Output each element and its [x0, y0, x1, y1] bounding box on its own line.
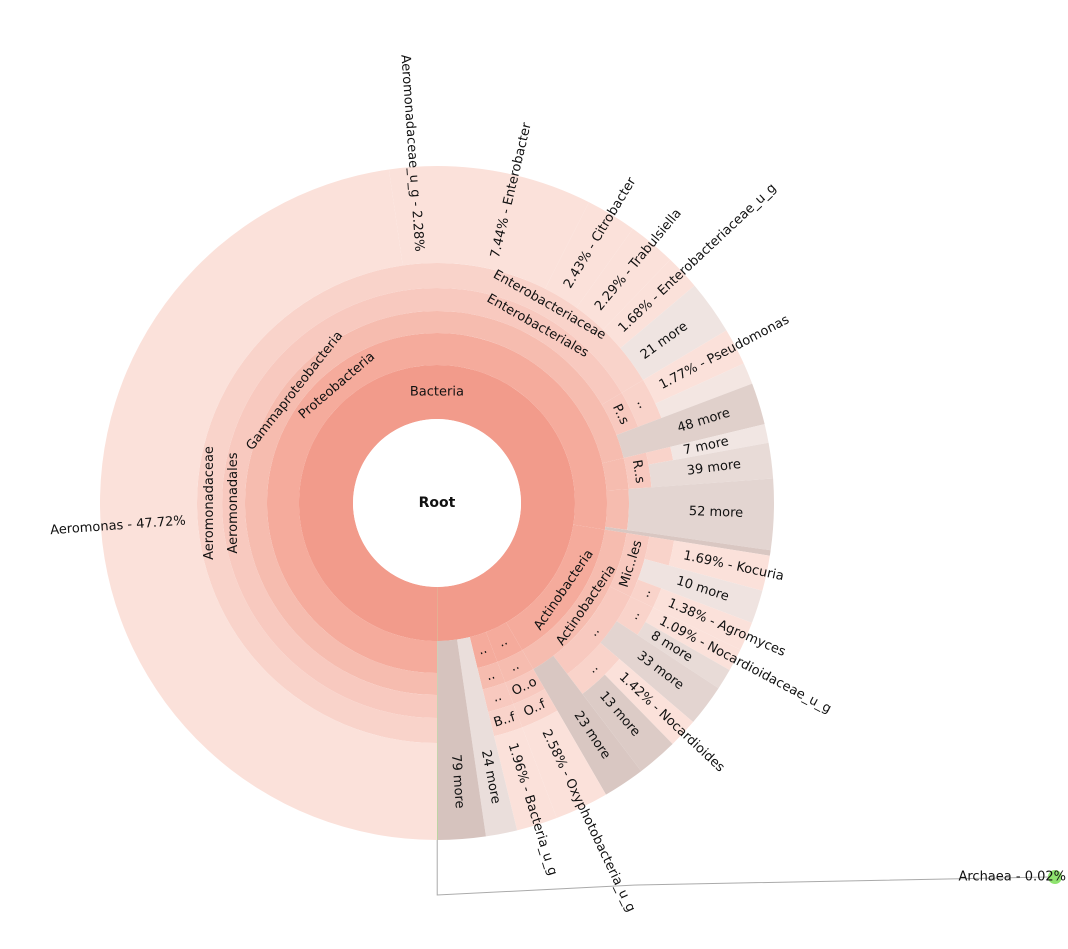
leaf-arc: [655, 363, 753, 419]
node-label: B..f: [492, 710, 518, 731]
leaf-arc: [437, 639, 486, 840]
leaf-arc: [616, 383, 765, 459]
node-arc: [621, 380, 662, 427]
node-arc: [522, 529, 627, 670]
node-arc: [630, 579, 662, 608]
node-arc: [437, 263, 644, 393]
leaf-arc: [648, 442, 774, 488]
leaf-arc: [603, 259, 695, 349]
leaf-arc: [643, 330, 744, 404]
node-arc: [567, 642, 620, 694]
leaf-arc: [533, 655, 642, 795]
leaf-arc: [637, 622, 730, 689]
leaf-arc: [600, 621, 719, 723]
leaf-arc: [494, 727, 557, 831]
leaf-arc: [645, 607, 741, 671]
leaf-arc: [653, 588, 752, 650]
node-label: Aeromonadaceae: [202, 446, 217, 560]
node-arc: [646, 446, 674, 465]
leaf-arc: [99, 169, 437, 840]
node-arc: [601, 392, 639, 436]
leaf-arc: [604, 526, 771, 556]
node-arc: [197, 263, 437, 743]
node-arc: [616, 596, 654, 635]
leaf-arc: [604, 658, 694, 744]
callout-line: [436, 839, 1049, 896]
node-arc: [644, 536, 675, 566]
leaf-arc: [437, 166, 589, 289]
center-hole: [353, 419, 521, 587]
leaf-label: 52 more: [689, 504, 744, 521]
leaf-label: Archaea - 0.02%: [958, 869, 1066, 884]
leaf-arc: [637, 558, 763, 623]
leaf-arc: [627, 478, 774, 551]
leaf-arc: [388, 166, 437, 266]
arcs: [99, 166, 774, 840]
leaf-arc: [670, 424, 769, 461]
root-label: Root: [419, 495, 456, 511]
callout-dot: [1048, 869, 1062, 884]
node-arc: [486, 622, 523, 662]
node-label: Aeromonadales: [226, 452, 241, 553]
node-arc: [469, 631, 498, 669]
node-arc: [477, 661, 506, 690]
leaf-arc: [457, 637, 518, 837]
node-arc: [623, 452, 652, 490]
node-label: Bacteria: [410, 384, 464, 399]
node-arc: [605, 489, 629, 530]
node-arc: [488, 703, 523, 737]
node-arc: [506, 524, 605, 651]
node-arc: [497, 650, 534, 683]
leaf-label: 39 more: [686, 457, 742, 479]
leaf-arc: [522, 710, 606, 819]
leaf-arc: [620, 285, 727, 381]
node-arc: [602, 458, 629, 491]
leaf-label: 79 more: [448, 754, 467, 809]
leaf-arc: [668, 540, 770, 591]
node-arc: [609, 533, 650, 597]
node-arc: [222, 288, 437, 718]
leaf-arc: [545, 202, 633, 308]
leaf-arc: [576, 228, 671, 330]
node-arc: [437, 288, 622, 405]
node-label: R..s: [629, 459, 647, 485]
node-arc: [553, 586, 631, 675]
leaf-arc: [582, 674, 673, 772]
node-arc: [482, 682, 514, 712]
node-arc: [298, 365, 575, 641]
node-arc: [513, 689, 558, 728]
node-arc: [505, 669, 545, 704]
